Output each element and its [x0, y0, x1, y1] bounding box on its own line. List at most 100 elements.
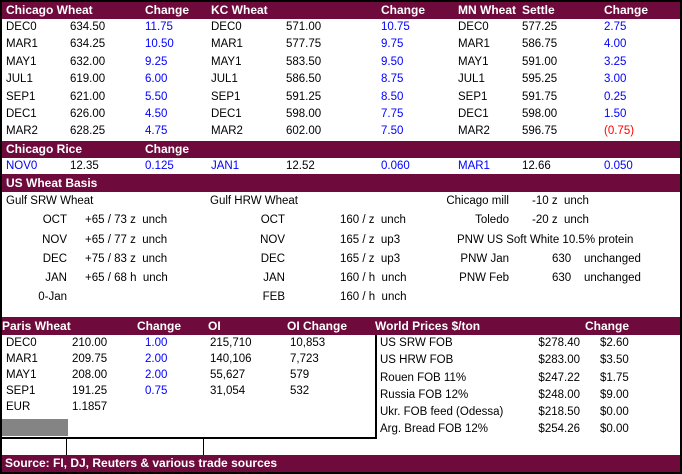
futures-header-bar: Chicago Wheat Change KC Wheat Change MN …: [2, 2, 680, 19]
month-cell: MAY1: [6, 55, 37, 68]
month-cell: JAN: [263, 272, 285, 285]
oi-header: OI: [208, 319, 221, 333]
change-cell: $1.75: [600, 371, 629, 384]
rice-section: Chicago Rice Change NOV0 12.35 0.125 JAN…: [2, 141, 680, 174]
basis-section: US Wheat Basis Gulf SRW Wheat Gulf HRW W…: [2, 174, 680, 308]
futures-row: DEC0 634.50 11.75 DEC0 571.00 10.75 DEC0…: [2, 19, 680, 36]
pnw-jan-label: PNW Jan: [460, 252, 509, 265]
bottom-section: Paris Wheat Change OI OI Change World Pr…: [2, 317, 680, 435]
change-cell: 10.50: [145, 38, 174, 51]
basis-value: 160 / h unch: [340, 272, 407, 285]
price-cell: $248.00: [538, 388, 580, 401]
mill-value: -10 z unch: [532, 195, 589, 207]
label-cell: Arg. Bread FOB 12%: [380, 423, 489, 436]
settle-cell: 191.25: [72, 385, 108, 397]
change-cell: 2.00: [145, 369, 168, 381]
gridline-vertical-a: [66, 439, 67, 455]
month-cell: JUL1: [458, 73, 485, 86]
change-cell: $0.00: [600, 423, 629, 436]
futures-row: MAR1 634.25 10.50 MAR1 577.75 9.75 MAR1 …: [2, 36, 680, 53]
oi-change-cell: 532: [290, 385, 310, 397]
settle-cell: 598.00: [286, 107, 322, 120]
settle-cell: 602.00: [286, 125, 322, 138]
basis-row: 0-Jan FEB 160 / h unch: [2, 288, 680, 307]
price-cell: $278.40: [538, 337, 580, 349]
change-cell: 1.00: [145, 337, 168, 349]
paris-row: MAY1 208.00 2.00 55,627 579: [2, 367, 375, 383]
basis-value: +65 / 73 z unch: [85, 214, 168, 227]
world-row: Russia FOB 12% $248.00 $9.00: [375, 387, 678, 404]
futures-section: Chicago Wheat Change KC Wheat Change MN …: [2, 2, 680, 141]
month-cell: MAR1: [6, 353, 38, 365]
change-cell: 3.25: [604, 55, 627, 68]
world-prices-title: World Prices $/ton: [375, 319, 481, 333]
basis-title: US Wheat Basis: [6, 176, 98, 190]
change-cell: 3.00: [604, 73, 627, 86]
rice-header-bar: Chicago Rice Change: [2, 141, 680, 158]
month-cell: DEC: [42, 252, 67, 265]
change-cell: $3.50: [600, 354, 629, 367]
month-cell: MAR2: [458, 125, 490, 138]
month-cell: SEP1: [6, 385, 36, 397]
change-cell: 8.50: [381, 90, 404, 103]
currency-rate-cell: 1.1857: [72, 401, 108, 413]
rice-change-header: Change: [145, 142, 190, 156]
mill-label: Chicago mill: [446, 195, 509, 207]
oi-change-cell: 7,723: [290, 353, 319, 365]
pnw-feb-value: 630 unchanged: [552, 272, 641, 285]
change-cell: 2.00: [145, 353, 168, 365]
futures-row: MAY1 632.00 9.25 MAY1 583.50 9.50 MAY1 5…: [2, 54, 680, 71]
month-cell: MAR1: [211, 38, 243, 51]
pnw-feb-label: PNW Feb: [459, 272, 509, 285]
change-cell: 9.75: [381, 38, 404, 51]
futures-row: MAR2 628.25 4.75 MAR2 602.00 7.50 MAR2 5…: [2, 123, 680, 140]
change-cell: $9.00: [600, 388, 629, 401]
change-cell-negative: (0.75): [604, 125, 635, 138]
month-cell: DEC1: [458, 107, 489, 120]
rice-row: NOV0 12.35 0.125 JAN1 12.52 0.060 MAR1 1…: [2, 158, 680, 174]
paris-change-header: Change: [137, 319, 182, 333]
settle-cell: 209.75: [72, 353, 108, 365]
basis-value: 160 / z unch: [340, 214, 406, 227]
basis-value: 165 / z up3: [340, 252, 401, 265]
settle-cell: 598.00: [522, 107, 558, 120]
month-cell: MAY1: [211, 55, 242, 68]
month-cell: DEC1: [6, 107, 37, 120]
settle-cell: 591.75: [522, 90, 558, 103]
world-row: US SRW FOB $278.40 $2.60: [375, 335, 678, 352]
change-cell: 9.25: [145, 55, 168, 68]
month-cell: SEP1: [458, 90, 488, 103]
oi-change-cell: 579: [290, 369, 310, 381]
oi-change-cell: 10,853: [290, 337, 326, 349]
settle-cell: 591.25: [286, 90, 322, 103]
kc-wheat-title: KC Wheat: [211, 3, 268, 17]
change-cell: 10.75: [381, 21, 410, 33]
currency-cell: EUR: [6, 401, 31, 413]
change-cell: 4.00: [604, 38, 627, 51]
month-cell: MAR2: [6, 125, 38, 138]
settle-cell: 628.25: [70, 125, 106, 138]
basis-value: [67, 288, 210, 307]
settle-cell: 591.00: [522, 55, 558, 68]
oi-cell: 215,710: [210, 337, 252, 349]
toledo-label: Toledo: [475, 214, 509, 227]
basis-row: JAN +65 / 68 h unch JAN 160 / h unch PNW…: [2, 269, 680, 288]
world-table-left-border: [375, 335, 377, 439]
label-cell: US HRW FOB: [380, 354, 454, 367]
chicago-wheat-title: Chicago Wheat: [6, 3, 93, 17]
paris-row: SEP1 191.25 0.75 31,054 532: [2, 383, 375, 399]
srw-label: Gulf SRW Wheat: [6, 195, 94, 207]
price-cell: 12.66: [522, 160, 551, 172]
toledo-value: -20 z unch: [532, 214, 589, 227]
month-cell: OCT: [260, 214, 285, 227]
futures-row: SEP1 621.00 5.50 SEP1 591.25 8.50 SEP1 5…: [2, 89, 680, 106]
month-cell: NOV: [42, 233, 67, 246]
bottom-header-bar: Paris Wheat Change OI OI Change World Pr…: [2, 317, 680, 335]
month-cell: MAR1: [458, 160, 490, 172]
gridline-vertical-b: [203, 439, 204, 455]
change-cell: 1.50: [604, 107, 627, 120]
settle-cell: 634.50: [70, 21, 106, 33]
change-cell: 0.25: [604, 90, 627, 103]
month-cell: DEC0: [6, 21, 37, 33]
month-cell: MAY1: [458, 55, 489, 68]
